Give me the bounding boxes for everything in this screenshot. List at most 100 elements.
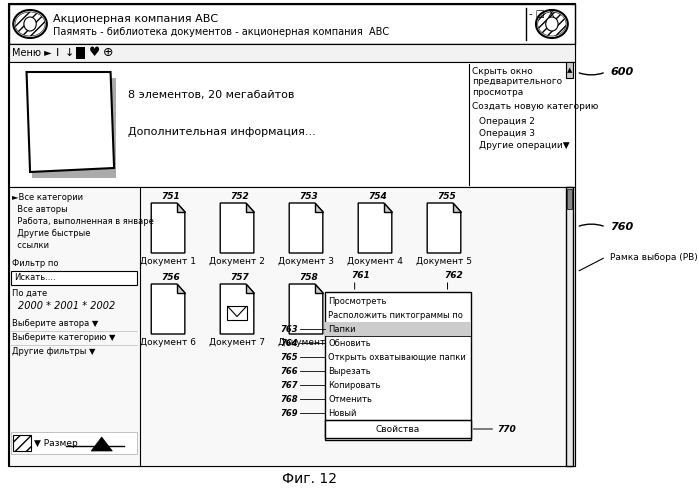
Polygon shape — [177, 284, 185, 293]
Text: Копировать: Копировать — [328, 380, 380, 389]
Text: 753: 753 — [299, 192, 317, 201]
Polygon shape — [358, 203, 392, 253]
Polygon shape — [220, 284, 254, 334]
Bar — [9, 187, 575, 466]
Text: Акционерная компания АВС: Акционерная компания АВС — [53, 14, 218, 24]
Text: Паямять - библиотека документов - акционерная компания  АВС: Паямять - библиотека документов - акцион… — [53, 27, 389, 37]
Text: Операция 2: Операция 2 — [480, 117, 535, 126]
Circle shape — [24, 17, 36, 31]
Text: 751: 751 — [161, 192, 180, 201]
Text: 762: 762 — [444, 271, 463, 280]
Text: Обновить: Обновить — [328, 338, 370, 348]
Text: 2000 * 2001 * 2002: 2000 * 2001 * 2002 — [17, 301, 115, 311]
Text: 755: 755 — [437, 192, 456, 201]
Bar — [13, 435, 31, 451]
Text: Фиг. 12: Фиг. 12 — [282, 472, 337, 486]
Polygon shape — [384, 203, 392, 212]
Polygon shape — [289, 203, 323, 253]
Bar — [76, 47, 85, 59]
Bar — [227, 306, 247, 320]
Text: Меню ►: Меню ► — [13, 48, 52, 58]
Text: 766: 766 — [280, 367, 298, 375]
Text: ↓: ↓ — [64, 48, 73, 58]
Text: 757: 757 — [230, 273, 249, 282]
Text: Другие быстрые: Другие быстрые — [13, 229, 91, 238]
Text: 761: 761 — [351, 271, 370, 280]
Text: - □ X: - □ X — [529, 9, 554, 19]
Text: Папки: Папки — [328, 324, 356, 333]
Ellipse shape — [536, 10, 568, 38]
Circle shape — [546, 17, 558, 31]
Polygon shape — [151, 284, 185, 334]
Text: ♥: ♥ — [89, 47, 100, 60]
Text: ▼ Размер: ▼ Размер — [34, 438, 78, 447]
Polygon shape — [177, 203, 185, 212]
Text: Выберите категорию ▼: Выберите категорию ▼ — [13, 333, 116, 342]
Text: Фильтр по: Фильтр по — [13, 259, 59, 268]
Text: 756: 756 — [161, 273, 180, 282]
Text: Все авторы: Все авторы — [13, 205, 68, 214]
Text: Документ 8: Документ 8 — [278, 338, 334, 347]
Polygon shape — [32, 78, 116, 178]
Text: Вырезать: Вырезать — [328, 367, 370, 375]
Bar — [324, 420, 470, 438]
Bar — [326, 322, 470, 336]
Polygon shape — [220, 203, 254, 253]
Text: По дате: По дате — [13, 289, 48, 298]
Text: Другие фильтры ▼: Другие фильтры ▼ — [13, 347, 96, 356]
Text: ⊕: ⊕ — [103, 47, 113, 60]
Polygon shape — [315, 284, 323, 293]
Text: 770: 770 — [497, 425, 516, 434]
Text: 752: 752 — [230, 192, 249, 201]
Text: Операция 3: Операция 3 — [480, 129, 535, 138]
Polygon shape — [246, 284, 254, 293]
Text: Документ 4: Документ 4 — [347, 257, 403, 266]
Bar — [324, 292, 470, 440]
Text: ►Все категории: ►Все категории — [13, 193, 83, 202]
Text: Документ 2: Документ 2 — [209, 257, 265, 266]
Bar — [9, 44, 575, 62]
Text: 768: 768 — [280, 394, 298, 404]
Polygon shape — [27, 72, 114, 172]
Polygon shape — [151, 203, 185, 253]
Text: 754: 754 — [368, 192, 387, 201]
Text: Документ 7: Документ 7 — [209, 338, 265, 347]
Bar — [11, 271, 137, 285]
Text: Документ 3: Документ 3 — [278, 257, 334, 266]
Text: Отменить: Отменить — [328, 394, 372, 404]
Text: Дополнительная информация...: Дополнительная информация... — [128, 127, 316, 137]
Bar — [11, 432, 137, 454]
Text: Документ 1: Документ 1 — [140, 257, 196, 266]
Text: Выберите автора ▼: Выберите автора ▼ — [13, 319, 99, 328]
Text: Создать новую категорию: Создать новую категорию — [473, 102, 598, 111]
Text: Расположить пиктограммы по: Расположить пиктограммы по — [328, 310, 463, 319]
Text: 764: 764 — [280, 338, 298, 348]
Text: Просмотреть: Просмотреть — [328, 297, 387, 306]
Text: 760: 760 — [610, 222, 633, 232]
Polygon shape — [246, 203, 254, 212]
Ellipse shape — [13, 10, 47, 38]
Text: Скрыть окно
предварительного
просмотра: Скрыть окно предварительного просмотра — [473, 67, 563, 97]
Text: Свойства: Свойства — [375, 425, 419, 434]
Text: Другие операции▼: Другие операции▼ — [480, 141, 570, 150]
Bar — [566, 62, 573, 78]
Text: Открыть охватывающие папки: Открыть охватывающие папки — [328, 353, 466, 362]
Text: 758: 758 — [299, 273, 317, 282]
Text: 8 элементов, 20 мегабайтов: 8 элементов, 20 мегабайтов — [128, 90, 294, 100]
Text: Работа, выполненная в январе: Работа, выполненная в январе — [13, 217, 154, 226]
Text: Документ 5: Документ 5 — [416, 257, 472, 266]
Text: Документ 6: Документ 6 — [140, 338, 196, 347]
Bar — [9, 4, 575, 44]
Polygon shape — [91, 437, 113, 451]
Text: ссылки: ссылки — [13, 241, 50, 250]
Text: Рамка выбора (РВ): Рамка выбора (РВ) — [610, 252, 698, 261]
Polygon shape — [289, 284, 323, 334]
Text: 767: 767 — [280, 380, 298, 389]
Polygon shape — [315, 203, 323, 212]
Text: Искать....: Искать.... — [14, 273, 56, 283]
Text: Новый: Новый — [328, 409, 356, 418]
Bar — [9, 62, 575, 187]
Text: 769: 769 — [280, 409, 298, 418]
Text: I: I — [56, 48, 59, 58]
Bar — [566, 187, 573, 466]
